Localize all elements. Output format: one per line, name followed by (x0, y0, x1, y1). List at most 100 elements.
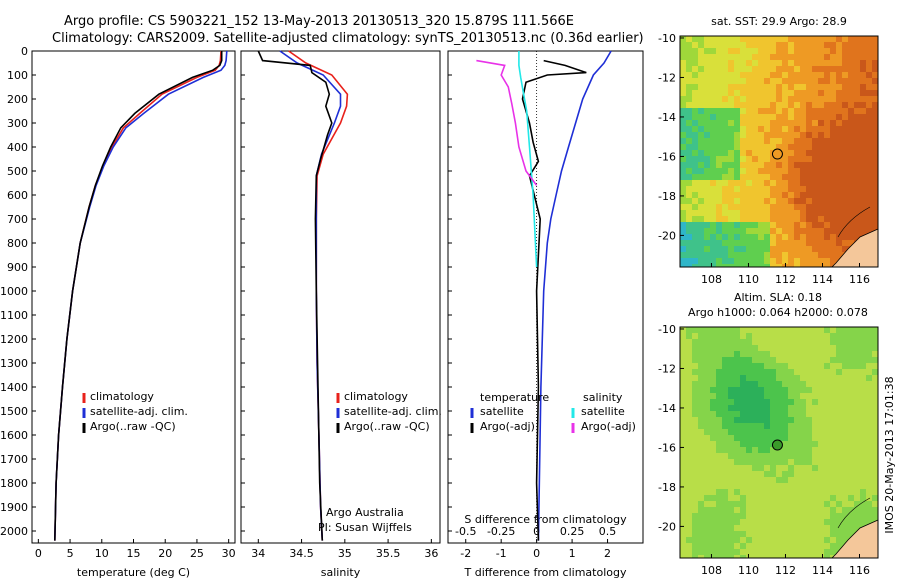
heatmap-cell (716, 210, 722, 216)
heatmap-cell (704, 78, 710, 84)
heatmap-cell (734, 459, 740, 465)
heatmap-cell (818, 513, 824, 519)
heatmap-cell (686, 435, 692, 441)
heatmap-cell (758, 555, 764, 558)
heatmap-cell (752, 423, 758, 429)
heatmap-cell (680, 246, 686, 252)
heatmap-cell (686, 453, 692, 459)
heatmap-cell (866, 387, 872, 393)
heatmap-cell (770, 477, 776, 483)
heatmap-cell (842, 489, 848, 495)
heatmap-cell (836, 333, 842, 339)
heatmap-cell (842, 357, 848, 363)
heatmap-cell (854, 234, 860, 240)
heatmap-cell (854, 168, 860, 174)
heatmap-cell (836, 222, 842, 228)
heatmap-cell (728, 168, 734, 174)
map-y-tick-label: -16 (658, 441, 676, 454)
bathymetry-contour (837, 206, 871, 238)
heatmap-cell (794, 132, 800, 138)
heatmap-cell (800, 48, 806, 54)
heatmap-cell (800, 144, 806, 150)
heatmap-cell (800, 54, 806, 60)
heatmap-cell (764, 495, 770, 501)
heatmap-cell (860, 162, 866, 168)
heatmap-cell (782, 252, 788, 258)
heatmap-cell (710, 108, 716, 114)
heatmap-cell (752, 531, 758, 537)
heatmap-cell (764, 60, 770, 66)
heatmap-cell (800, 162, 806, 168)
heatmap-cell (698, 435, 704, 441)
heatmap-cell (854, 84, 860, 90)
y-tick-label: 1200 (0, 333, 28, 346)
heatmap-cell (734, 453, 740, 459)
heatmap-cell (722, 327, 728, 333)
heatmap-cell (818, 435, 824, 441)
heatmap-cell (686, 327, 692, 333)
heatmap-cell (842, 144, 848, 150)
heatmap-cell (872, 423, 878, 429)
heatmap-cell (860, 204, 866, 210)
heatmap-cell (818, 501, 824, 507)
heatmap-cell (836, 399, 842, 405)
heatmap-cell (722, 60, 728, 66)
heatmap-cell (752, 66, 758, 72)
heatmap-cell (746, 60, 752, 66)
heatmap-cell (740, 96, 746, 102)
heatmap-cell (782, 108, 788, 114)
heatmap-cell (764, 258, 770, 264)
heatmap-cell (776, 333, 782, 339)
heatmap-cell (824, 126, 830, 132)
heatmap-cell (764, 471, 770, 477)
heatmap-cell (800, 108, 806, 114)
heatmap-cell (818, 459, 824, 465)
heatmap-cell (722, 447, 728, 453)
heatmap-cell (764, 531, 770, 537)
heatmap-cell (734, 84, 740, 90)
heatmap-cell (800, 465, 806, 471)
y-tick-label: 100 (7, 69, 28, 82)
heatmap-cell (764, 78, 770, 84)
heatmap-cell (716, 264, 722, 267)
heatmap-cell (704, 333, 710, 339)
heatmap-cell (680, 210, 686, 216)
heatmap-cell (734, 66, 740, 72)
heatmap-cell (764, 351, 770, 357)
heatmap-cell (776, 345, 782, 351)
heatmap-cell (716, 180, 722, 186)
heatmap-cell (854, 198, 860, 204)
y-tick-label: 500 (7, 165, 28, 178)
heatmap-cell (848, 96, 854, 102)
heatmap-cell (866, 150, 872, 156)
heatmap-cell (692, 246, 698, 252)
heatmap-cell (848, 150, 854, 156)
heatmap-cell (872, 216, 878, 222)
heatmap-cell (728, 138, 734, 144)
heatmap-cell (722, 48, 728, 54)
heatmap-cell (806, 168, 812, 174)
heatmap-cell (860, 84, 866, 90)
heatmap-cell (710, 42, 716, 48)
heatmap-cell (776, 108, 782, 114)
heatmap-cell (698, 441, 704, 447)
heatmap-cell (716, 345, 722, 351)
heatmap-cell (710, 234, 716, 240)
heatmap-cell (764, 132, 770, 138)
heatmap-cell (770, 36, 776, 42)
heatmap-cell (680, 381, 686, 387)
heatmap-cell (692, 465, 698, 471)
difference-line-s-satellite (518, 51, 538, 268)
heatmap-cell (782, 84, 788, 90)
heatmap-cell (812, 453, 818, 459)
heatmap-cell (806, 144, 812, 150)
map-x-tick-label: 116 (849, 564, 870, 577)
heatmap-cell (860, 60, 866, 66)
heatmap-cell (842, 132, 848, 138)
heatmap-cell (824, 90, 830, 96)
heatmap-cell (776, 399, 782, 405)
heatmap-cell (680, 513, 686, 519)
heatmap-cell (764, 54, 770, 60)
heatmap-cell (818, 240, 824, 246)
heatmap-cell (794, 465, 800, 471)
